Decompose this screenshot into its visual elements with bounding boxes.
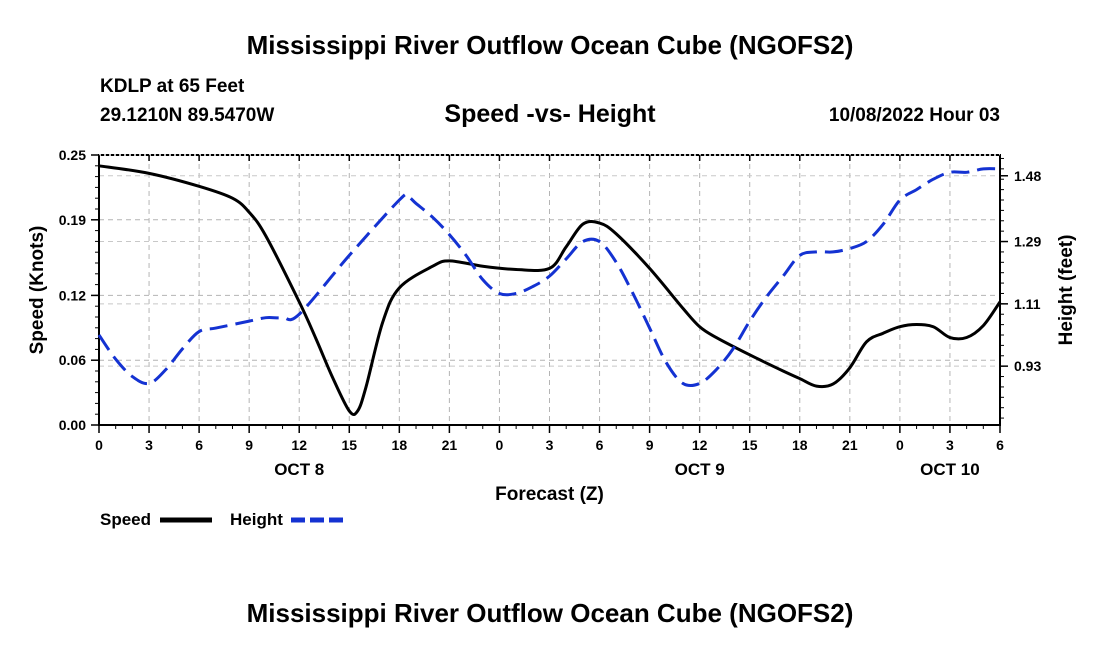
series-line-height bbox=[97, 167, 1001, 388]
y2-axis-title: Height (feet) bbox=[1056, 235, 1077, 346]
x-tick-label: 6 bbox=[195, 437, 203, 453]
x-tick-label: 0 bbox=[896, 437, 904, 453]
y-tick-label: 0.19 bbox=[59, 212, 86, 228]
legend-label-height: Height bbox=[230, 510, 283, 529]
speed-height-chart: 0 3 6 9 12 15 18 21 0 3 6 9 12 15 18 21 0 3 6 OCT 8 OCT 9 OCT… bbox=[27, 147, 1077, 529]
x-tick-label: 6 bbox=[596, 437, 604, 453]
y-tick-label: 0.06 bbox=[59, 352, 86, 368]
day-label: OCT 8 bbox=[274, 460, 324, 479]
day-label: OCT 9 bbox=[675, 460, 725, 479]
y-tick-label: 0.00 bbox=[59, 417, 86, 433]
x-tick-label: 3 bbox=[546, 437, 554, 453]
y2-tick-label: 0.93 bbox=[1014, 358, 1041, 374]
x-tick-label: 9 bbox=[245, 437, 253, 453]
x-tick-label: 18 bbox=[792, 437, 808, 453]
station-label: KDLP at 65 Feet bbox=[100, 76, 245, 97]
x-tick-label: 18 bbox=[392, 437, 408, 453]
y2-tick-label: 1.48 bbox=[1014, 168, 1041, 184]
x-axis-title: Forecast (Z) bbox=[495, 484, 604, 505]
legend-label-speed: Speed bbox=[100, 510, 151, 529]
x-tick-label: 15 bbox=[341, 437, 357, 453]
footer-title: Mississippi River Outflow Ocean Cube (NG… bbox=[246, 598, 854, 628]
x-tick-label: 3 bbox=[145, 437, 153, 453]
y-tick-label: 0.12 bbox=[59, 287, 86, 303]
main-title: Mississippi River Outflow Ocean Cube (NG… bbox=[246, 30, 854, 60]
x-tick-label: 6 bbox=[996, 437, 1004, 453]
x-tick-label: 3 bbox=[946, 437, 954, 453]
day-label: OCT 10 bbox=[920, 460, 980, 479]
y2-tick-label: 1.11 bbox=[1014, 296, 1041, 312]
y2-tick-label: 1.29 bbox=[1014, 234, 1041, 250]
series-line-speed bbox=[98, 164, 1002, 417]
y-tick-label: 0.25 bbox=[59, 147, 86, 163]
x-tick-label: 12 bbox=[291, 437, 307, 453]
x-tick-label: 15 bbox=[742, 437, 758, 453]
x-tick-label: 12 bbox=[692, 437, 708, 453]
x-tick-label: 21 bbox=[442, 437, 458, 453]
x-tick-label: 0 bbox=[95, 437, 103, 453]
chart-subtitle: Speed -vs- Height bbox=[444, 100, 656, 128]
x-tick-label: 21 bbox=[842, 437, 858, 453]
timestamp-label: 10/08/2022 Hour 03 bbox=[828, 105, 1000, 126]
coordinates-label: 29.1210N 89.5470W bbox=[100, 105, 275, 126]
y-axis-title: Speed (Knots) bbox=[27, 226, 48, 355]
x-tick-label: 9 bbox=[646, 437, 654, 453]
x-tick-label: 0 bbox=[496, 437, 504, 453]
